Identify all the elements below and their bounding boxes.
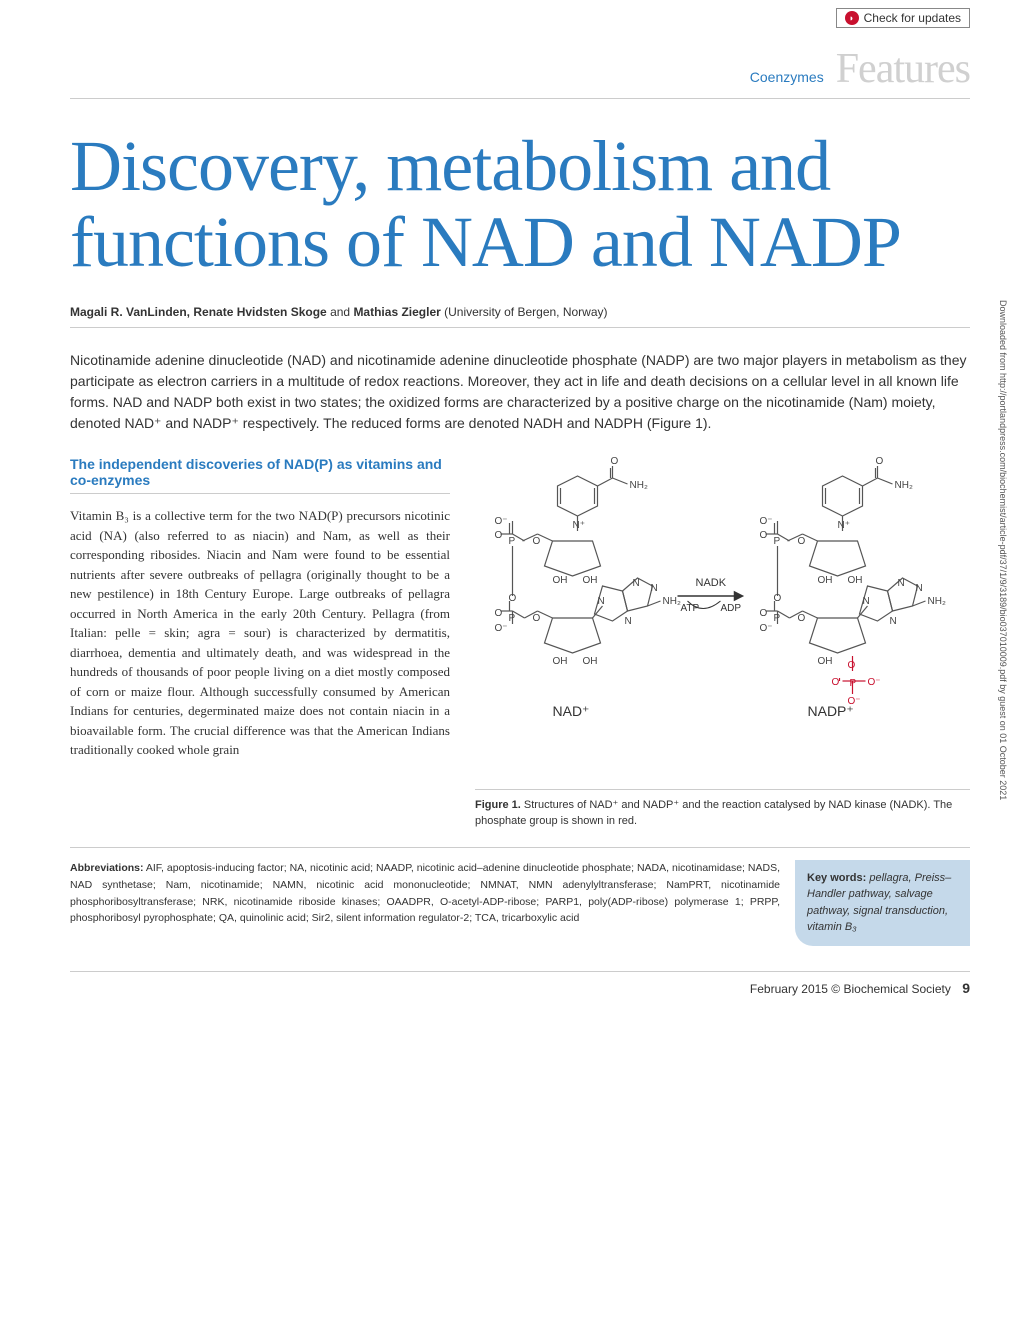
svg-text:O⁻: O⁻ [495, 516, 508, 527]
svg-text:NH₂: NH₂ [895, 480, 913, 491]
article-title: Discovery, metabolism and functions of N… [70, 129, 970, 280]
body-paragraph: Vitamin B₃ is a collective term for the … [70, 506, 450, 760]
svg-text:P: P [509, 536, 516, 547]
svg-text:NH₂: NH₂ [928, 596, 946, 607]
svg-text:P: P [774, 613, 781, 624]
figure-1: O NH₂ N⁺ O⁻ P O O OH OH O O P O⁻ O [475, 456, 970, 790]
section-heading: The independent discoveries of NAD(P) as… [70, 456, 450, 494]
author-names-1: Magali R. VanLinden, Renate Hvidsten Sko… [70, 305, 327, 319]
figure-caption-bold: Figure 1. [475, 799, 521, 811]
svg-text:OH: OH [818, 656, 833, 667]
svg-text:N⁺: N⁺ [573, 520, 586, 531]
atp-label: ATP [681, 603, 700, 614]
figure-caption: Figure 1. Structures of NAD⁺ and NADP⁺ a… [475, 798, 970, 829]
footer-text: February 2015 © Biochemical Society [750, 982, 951, 996]
abbreviations-block: Abbreviations: AIF, apoptosis-inducing f… [70, 860, 780, 946]
nadp-label: NADP⁺ [808, 703, 854, 719]
svg-text:N: N [898, 578, 905, 589]
svg-text:O: O [760, 608, 768, 619]
svg-text:O: O [760, 530, 768, 541]
svg-text:N: N [598, 596, 605, 607]
bookmark-icon: ◗ [845, 11, 859, 25]
svg-text:N: N [651, 583, 658, 594]
svg-text:N: N [633, 578, 640, 589]
check-updates-label: Check for updates [864, 11, 961, 25]
svg-text:O: O [533, 613, 541, 624]
svg-text:N⁺: N⁺ [838, 520, 851, 531]
svg-text:O⁻: O⁻ [495, 623, 508, 634]
svg-text:O: O [509, 593, 517, 604]
svg-text:O⁻: O⁻ [760, 623, 773, 634]
svg-text:OH: OH [818, 575, 833, 586]
svg-text:O: O [533, 536, 541, 547]
svg-text:O⁻: O⁻ [760, 516, 773, 527]
figure-caption-text: Structures of NAD⁺ and NADP⁺ and the rea… [475, 799, 952, 826]
header-row: Coenzymes Features [70, 45, 970, 99]
svg-text:O: O [832, 677, 840, 688]
svg-text:OH: OH [553, 575, 568, 586]
svg-text:OH: OH [583, 656, 598, 667]
svg-text:NH₂: NH₂ [663, 596, 681, 607]
author-names-2: Mathias Ziegler [353, 305, 440, 319]
svg-text:P: P [850, 678, 857, 689]
svg-text:P: P [774, 536, 781, 547]
svg-text:N: N [625, 616, 632, 627]
svg-text:OH: OH [583, 575, 598, 586]
keywords-box: Key words: pellagra, Preiss–Handler path… [795, 860, 970, 946]
svg-text:N: N [863, 596, 870, 607]
features-heading: Features [836, 45, 970, 93]
author-affiliation: (University of Bergen, Norway) [441, 305, 608, 319]
authors-and: and [327, 305, 354, 319]
authors-line: Magali R. VanLinden, Renate Hvidsten Sko… [70, 305, 970, 328]
abbreviations-label: Abbreviations: [70, 862, 144, 874]
keywords-label: Key words: [807, 872, 866, 884]
adp-label: ADP [721, 603, 742, 614]
section-label: Coenzymes [750, 69, 824, 85]
svg-text:NH₂: NH₂ [630, 480, 648, 491]
svg-text:O: O [876, 456, 884, 467]
svg-text:O: O [798, 536, 806, 547]
svg-text:O: O [774, 593, 782, 604]
svg-text:O: O [848, 660, 856, 671]
enzyme-label: NADK [696, 577, 727, 589]
download-watermark: Downloaded from http://portlandpress.com… [998, 300, 1008, 800]
page-footer: February 2015 © Biochemical Society 9 [70, 971, 970, 996]
abstract-text: Nicotinamide adenine dinucleotide (NAD) … [70, 350, 970, 434]
check-updates-button[interactable]: ◗ Check for updates [836, 8, 970, 28]
svg-text:O: O [495, 530, 503, 541]
svg-text:N: N [890, 616, 897, 627]
svg-text:O⁻: O⁻ [868, 677, 881, 688]
svg-text:O: O [611, 456, 619, 467]
svg-text:O: O [798, 613, 806, 624]
page-number: 9 [962, 980, 970, 996]
svg-text:OH: OH [553, 656, 568, 667]
abbreviations-text: AIF, apoptosis-inducing factor; NA, nico… [70, 862, 780, 924]
svg-text:O: O [495, 608, 503, 619]
chemical-structure-svg: O NH₂ N⁺ O⁻ P O O OH OH O O P O⁻ O [475, 456, 970, 776]
nad-label: NAD⁺ [553, 703, 590, 719]
svg-text:N: N [916, 583, 923, 594]
svg-text:OH: OH [848, 575, 863, 586]
svg-text:P: P [509, 613, 516, 624]
